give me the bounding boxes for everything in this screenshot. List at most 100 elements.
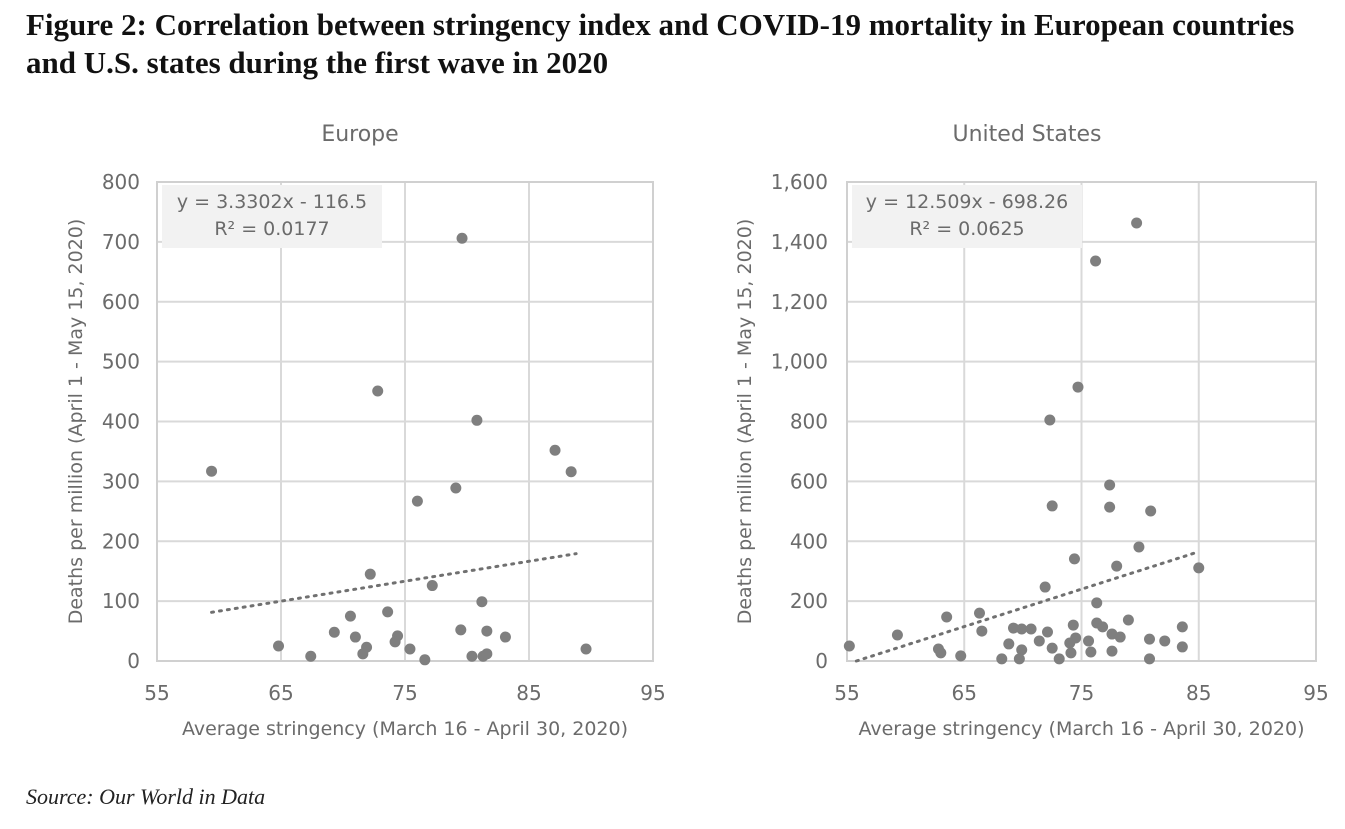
- united-states-data-point: [1085, 646, 1097, 658]
- europe-chart: Europe 0 100 200 300 400 500 600 700 800 55 65 75 85 9…: [65, 122, 666, 740]
- united-states-data-point: [1122, 614, 1134, 626]
- united-states-data-point: [941, 611, 953, 623]
- united-states-data-point: [1111, 560, 1123, 572]
- united-states-data-point: [1046, 642, 1058, 654]
- united-states-data-point: [996, 653, 1008, 665]
- united-states-data-point: [1064, 637, 1076, 649]
- united-states-y-tick-label: 400: [790, 529, 828, 553]
- united-states-y-axis-label: Deaths per million (April 1 - May 15, 20…: [734, 219, 756, 625]
- united-states-data-point: [1097, 621, 1109, 633]
- europe-r-squared: R² = 0.0177: [214, 218, 329, 240]
- europe-y-tick-label: 200: [102, 529, 140, 553]
- figure-source: Source: Our World in Data: [26, 784, 266, 809]
- united-states-data-point: [1144, 653, 1156, 665]
- united-states-data-point: [1176, 641, 1188, 653]
- united-states-data-point: [1044, 414, 1056, 426]
- europe-y-tick-label: 500: [102, 350, 140, 374]
- europe-y-tick-label: 600: [102, 290, 140, 314]
- europe-data-point: [481, 625, 493, 637]
- united-states-y-tick-label: 800: [790, 410, 828, 434]
- united-states-y-tick-label: 1,400: [771, 230, 828, 254]
- europe-data-point: [426, 580, 438, 592]
- united-states-chart: United States 0 200 400 600 800 1,000 1,200 1,40…: [734, 122, 1329, 740]
- united-states-data-point: [1016, 623, 1028, 635]
- united-states-y-tick-label: 600: [790, 469, 828, 493]
- europe-data-point: [372, 385, 384, 397]
- europe-chart-title: Europe: [321, 122, 398, 147]
- united-states-data-point: [1003, 638, 1015, 650]
- europe-trend-equation: y = 3.3302x - 116.5: [177, 191, 367, 213]
- europe-y-tick-label: 400: [102, 410, 140, 434]
- europe-data-point: [404, 643, 416, 655]
- united-states-x-tick-label: 75: [1069, 681, 1094, 705]
- europe-data-point: [357, 648, 369, 660]
- europe-trendline: [210, 552, 578, 614]
- europe-data-point: [344, 610, 356, 622]
- europe-y-tick-label: 100: [102, 589, 140, 613]
- europe-data-point: [476, 596, 488, 608]
- europe-data-point: [349, 631, 361, 643]
- europe-data-point: [389, 636, 401, 648]
- europe-y-tick-label: 300: [102, 469, 140, 493]
- united-states-y-tick-label: 200: [790, 589, 828, 613]
- europe-data-point: [419, 654, 431, 666]
- united-states-data-point: [1104, 501, 1116, 513]
- united-states-data-point: [891, 629, 903, 641]
- united-states-plot-frame: [846, 181, 1317, 662]
- united-states-data-point: [1007, 622, 1019, 634]
- europe-x-tick-label: 75: [392, 681, 417, 705]
- europe-x-tick-label: 55: [144, 681, 169, 705]
- united-states-y-tick-label: 1,600: [771, 170, 828, 194]
- europe-data-point: [481, 648, 493, 660]
- europe-data-point: [328, 626, 340, 638]
- united-states-data-point: [1176, 621, 1188, 633]
- europe-data-point: [549, 444, 561, 456]
- united-states-data-point: [1072, 381, 1084, 393]
- united-states-x-tick-label: 65: [952, 681, 977, 705]
- europe-data-point: [364, 568, 376, 580]
- united-states-data-point: [1033, 635, 1045, 647]
- united-states-data-point: [1106, 645, 1118, 657]
- europe-y-tick-label: 700: [102, 230, 140, 254]
- united-states-data-point: [1013, 653, 1025, 665]
- europe-x-axis-label: Average stringency (March 16 - April 30,…: [182, 718, 628, 740]
- united-states-trendline: [854, 550, 1201, 663]
- united-states-y-tick-label: 1,000: [771, 350, 828, 374]
- united-states-data-point: [1083, 635, 1095, 647]
- united-states-x-axis-label: Average stringency (March 16 - April 30,…: [858, 718, 1304, 740]
- united-states-data-point: [1068, 553, 1080, 565]
- figure-title: Figure 2: Correlation between stringency…: [26, 7, 1295, 80]
- united-states-data-point: [1025, 623, 1037, 635]
- united-states-data-point: [1144, 633, 1156, 645]
- europe-y-tick-label: 0: [127, 649, 140, 673]
- united-states-data-point: [1114, 631, 1126, 643]
- united-states-y-tick-label: 1,200: [771, 290, 828, 314]
- united-states-x-tick-label: 85: [1186, 681, 1211, 705]
- united-states-chart-title: United States: [953, 122, 1102, 147]
- united-states-y-tick-label: 0: [815, 649, 828, 673]
- europe-data-point: [411, 495, 423, 507]
- europe-x-tick-label: 65: [268, 681, 293, 705]
- united-states-data-point: [955, 650, 967, 662]
- united-states-data-point: [1039, 581, 1051, 593]
- europe-x-tick-label: 85: [516, 681, 541, 705]
- united-states-data-point: [1091, 597, 1103, 609]
- united-states-data-point: [1065, 647, 1077, 659]
- europe-data-point: [455, 624, 467, 636]
- europe-data-point: [565, 466, 577, 478]
- united-states-data-point: [1046, 500, 1058, 512]
- europe-y-tick-label: 800: [102, 170, 140, 194]
- europe-data-point: [471, 414, 483, 426]
- united-states-data-point: [1053, 653, 1065, 665]
- united-states-data-point: [1133, 541, 1145, 553]
- united-states-data-point: [1145, 505, 1157, 517]
- united-states-data-point: [935, 647, 947, 659]
- europe-data-point: [466, 650, 478, 662]
- europe-data-point: [305, 650, 317, 662]
- europe-data-point: [206, 465, 218, 477]
- united-states-data-point: [1041, 626, 1053, 638]
- europe-x-tick-label: 95: [640, 681, 665, 705]
- europe-y-axis-label: Deaths per million (April 1 - May 15, 20…: [65, 219, 87, 625]
- united-states-x-tick-label: 55: [834, 681, 859, 705]
- united-states-r-squared: R² = 0.0625: [909, 218, 1024, 240]
